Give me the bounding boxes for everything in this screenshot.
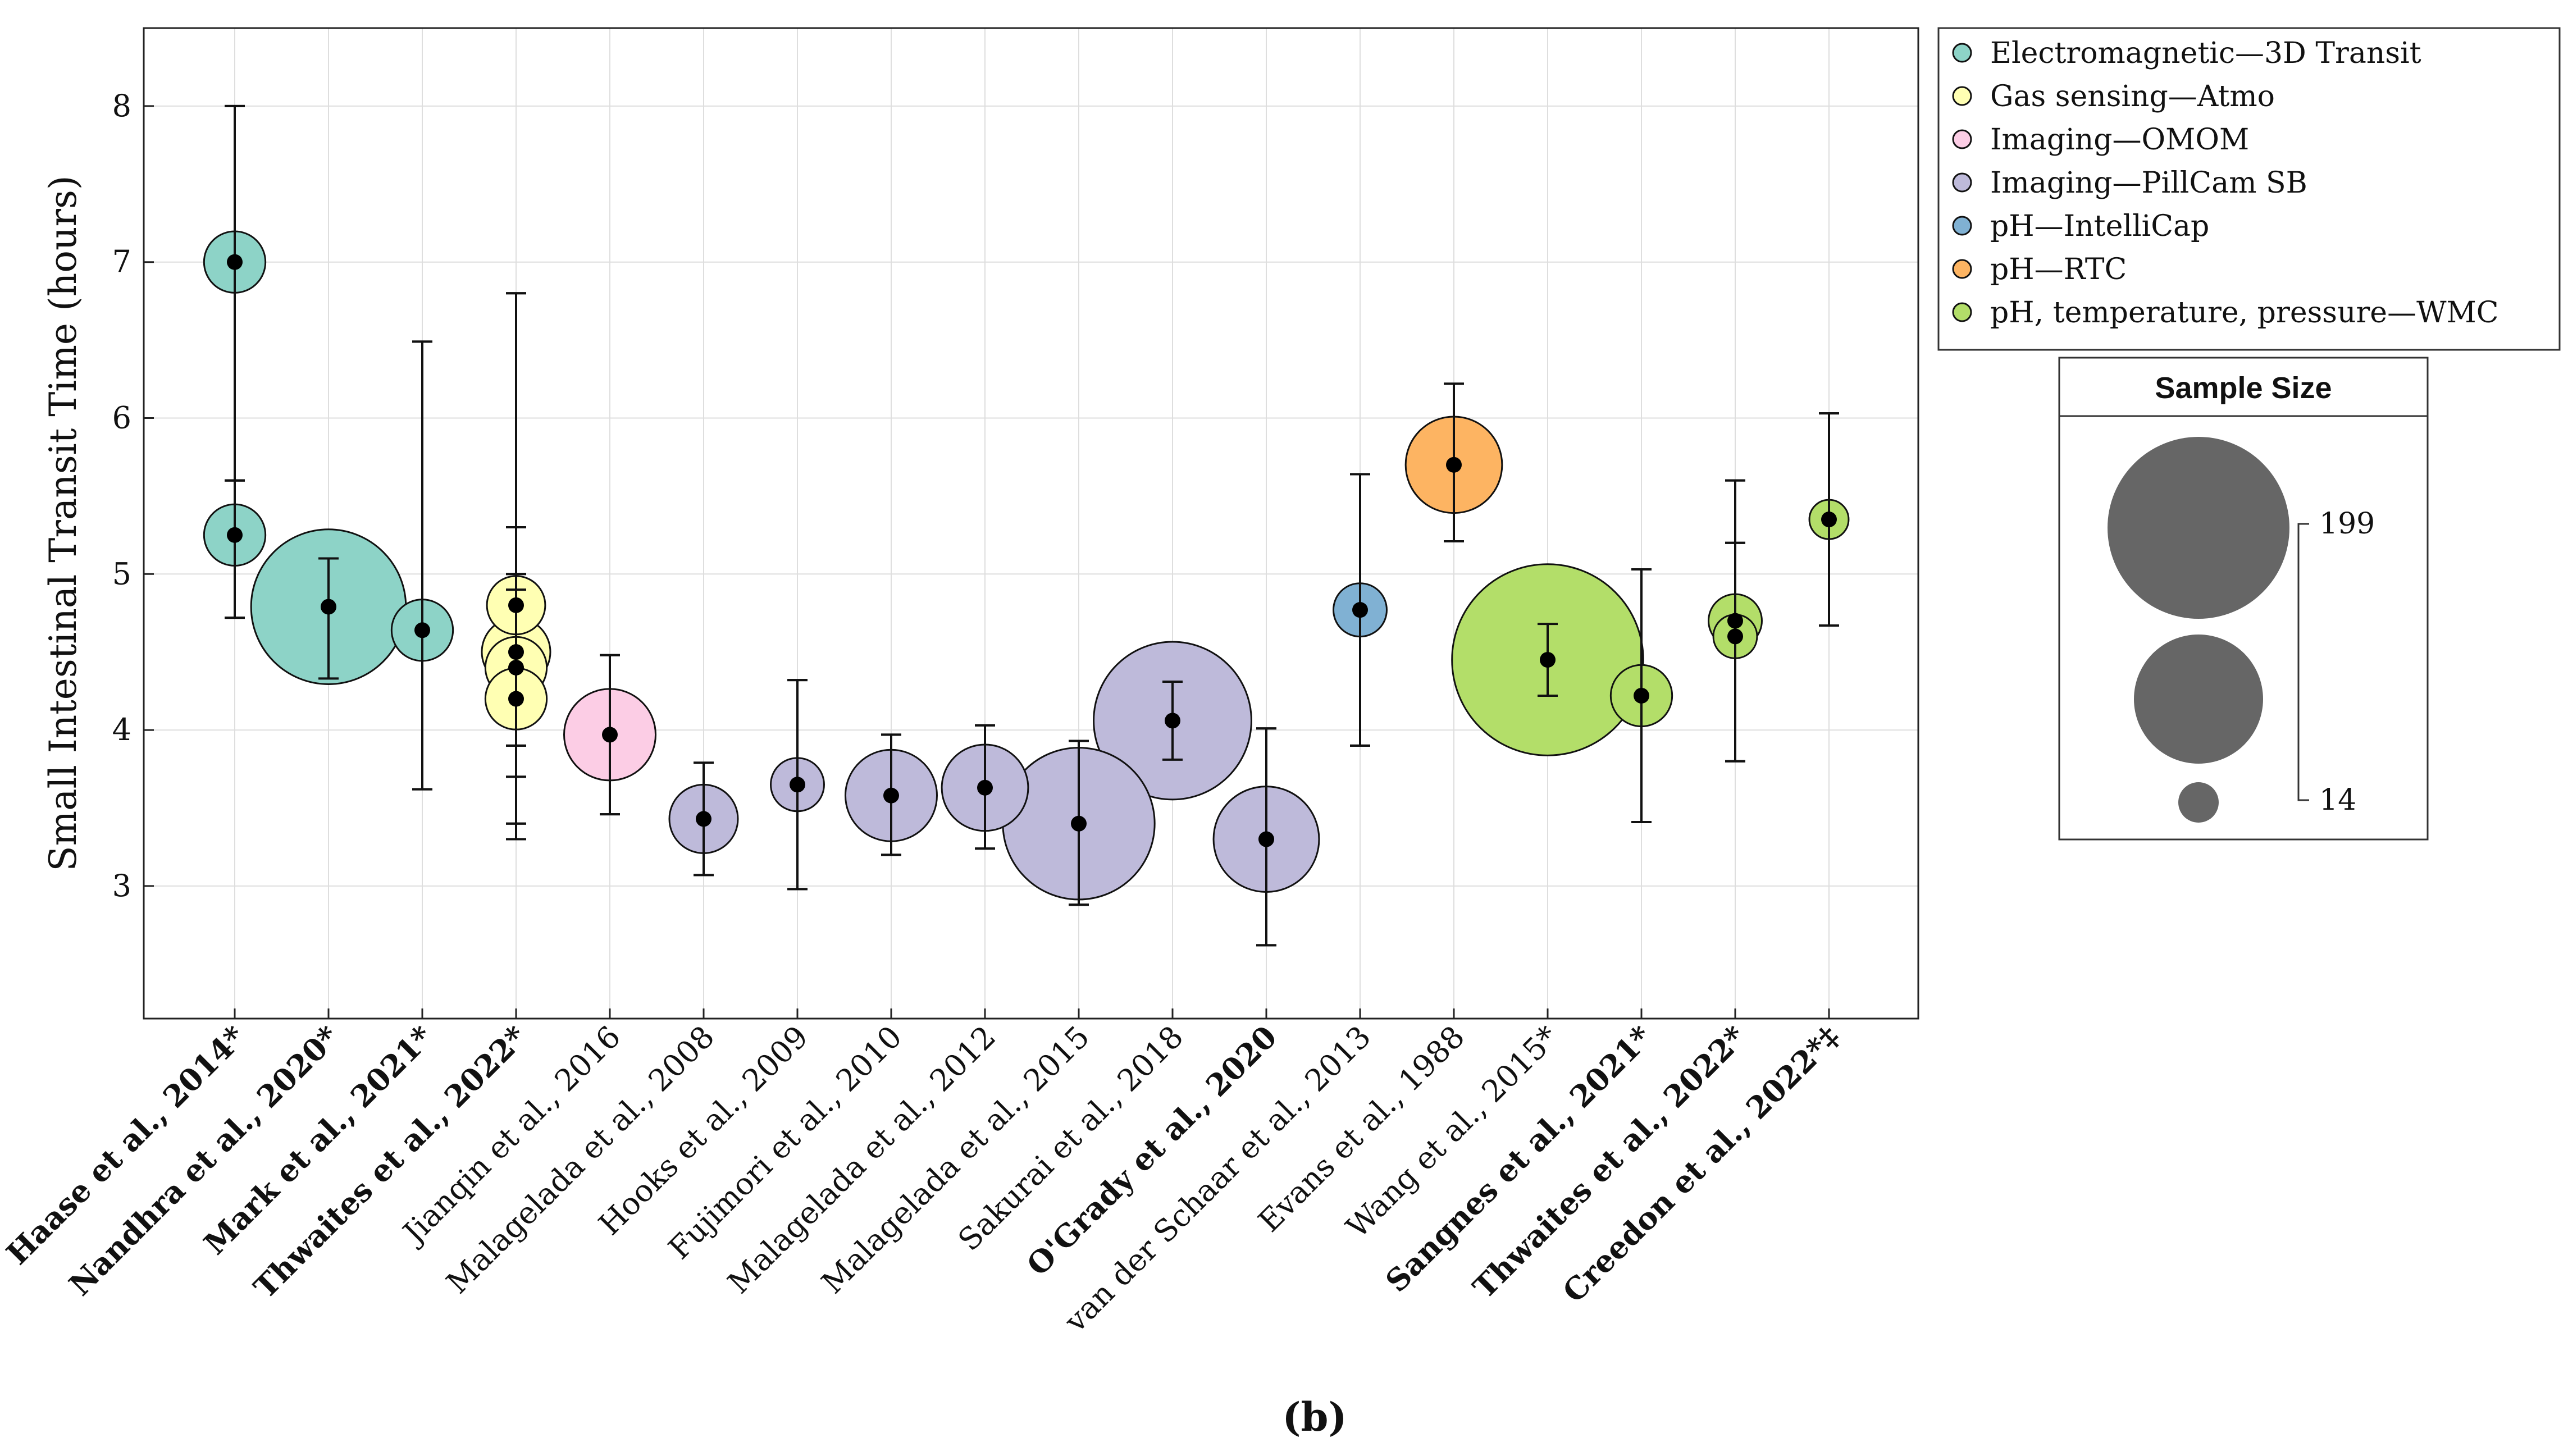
mean-marker bbox=[1446, 457, 1462, 473]
size-legend-min-label: 14 bbox=[2319, 783, 2356, 817]
mean-marker bbox=[977, 779, 993, 796]
size-legend-medium-circle bbox=[2134, 635, 2263, 764]
mean-marker bbox=[602, 727, 618, 743]
mean-marker bbox=[414, 622, 430, 638]
mean-marker bbox=[508, 597, 524, 613]
y-tick-label: 4 bbox=[112, 712, 131, 747]
mean-marker bbox=[227, 254, 243, 270]
mean-marker bbox=[1727, 613, 1743, 629]
legend-entry: pH, temperature, pressure—WMC bbox=[1990, 296, 2499, 330]
y-tick-label: 5 bbox=[112, 556, 131, 591]
plot-frame bbox=[143, 27, 1919, 1020]
legend-marker bbox=[1952, 216, 1972, 236]
legend-entry: Gas sensing—Atmo bbox=[1990, 80, 2275, 113]
legend: Electromagnetic—3D Transit Gas sensing—At… bbox=[1937, 27, 2561, 351]
mean-marker bbox=[883, 787, 899, 804]
mean-marker bbox=[1258, 831, 1274, 847]
size-legend-bracket bbox=[2297, 523, 2309, 801]
legend-entry: pH—RTC bbox=[1990, 253, 2127, 286]
mean-marker bbox=[1352, 602, 1368, 618]
legend-entry: Imaging—OMOM bbox=[1990, 123, 2249, 157]
legend-entry: pH—IntelliCap bbox=[1990, 209, 2209, 243]
mean-marker bbox=[1727, 628, 1743, 645]
legend-marker bbox=[1952, 86, 1972, 106]
legend-marker bbox=[1952, 172, 1972, 193]
mean-marker bbox=[1071, 815, 1087, 832]
mean-marker bbox=[227, 527, 243, 543]
size-legend-max-label: 199 bbox=[2319, 507, 2375, 541]
mean-marker bbox=[508, 644, 524, 660]
legend-marker bbox=[1952, 43, 1972, 63]
mean-marker bbox=[1821, 512, 1837, 528]
size-legend-small-circle bbox=[2178, 782, 2219, 823]
size-legend-large-circle bbox=[2108, 437, 2289, 619]
bubble-layer bbox=[203, 104, 1850, 947]
y-tick-label: 6 bbox=[112, 400, 131, 435]
legend-box bbox=[1937, 27, 2561, 351]
y-tick-label: 8 bbox=[112, 88, 131, 124]
legend-entry: Electromagnetic—3D Transit bbox=[1990, 36, 2421, 70]
mean-marker bbox=[1634, 687, 1649, 704]
y-axis-label: Small Intestinal Transit Time (hours) bbox=[42, 175, 85, 871]
legend-marker bbox=[1952, 129, 1972, 149]
mean-marker bbox=[790, 777, 805, 793]
y-tick-label: 7 bbox=[112, 244, 131, 280]
y-tick-label: 3 bbox=[112, 868, 131, 903]
mean-marker bbox=[1165, 713, 1180, 729]
panel-label: (b) bbox=[1282, 1394, 1347, 1440]
size-legend: Sample Size 199 14 bbox=[2058, 357, 2429, 841]
mean-marker bbox=[508, 691, 524, 707]
legend-marker bbox=[1952, 302, 1972, 322]
mean-marker bbox=[1540, 652, 1556, 668]
legend-marker bbox=[1952, 259, 1972, 279]
size-legend-title: Sample Size bbox=[2155, 371, 2332, 405]
mean-marker bbox=[696, 811, 711, 827]
legend-entry: Imaging—PillCam SB bbox=[1990, 166, 2307, 200]
mean-marker bbox=[321, 599, 336, 615]
mean-marker bbox=[508, 659, 524, 675]
